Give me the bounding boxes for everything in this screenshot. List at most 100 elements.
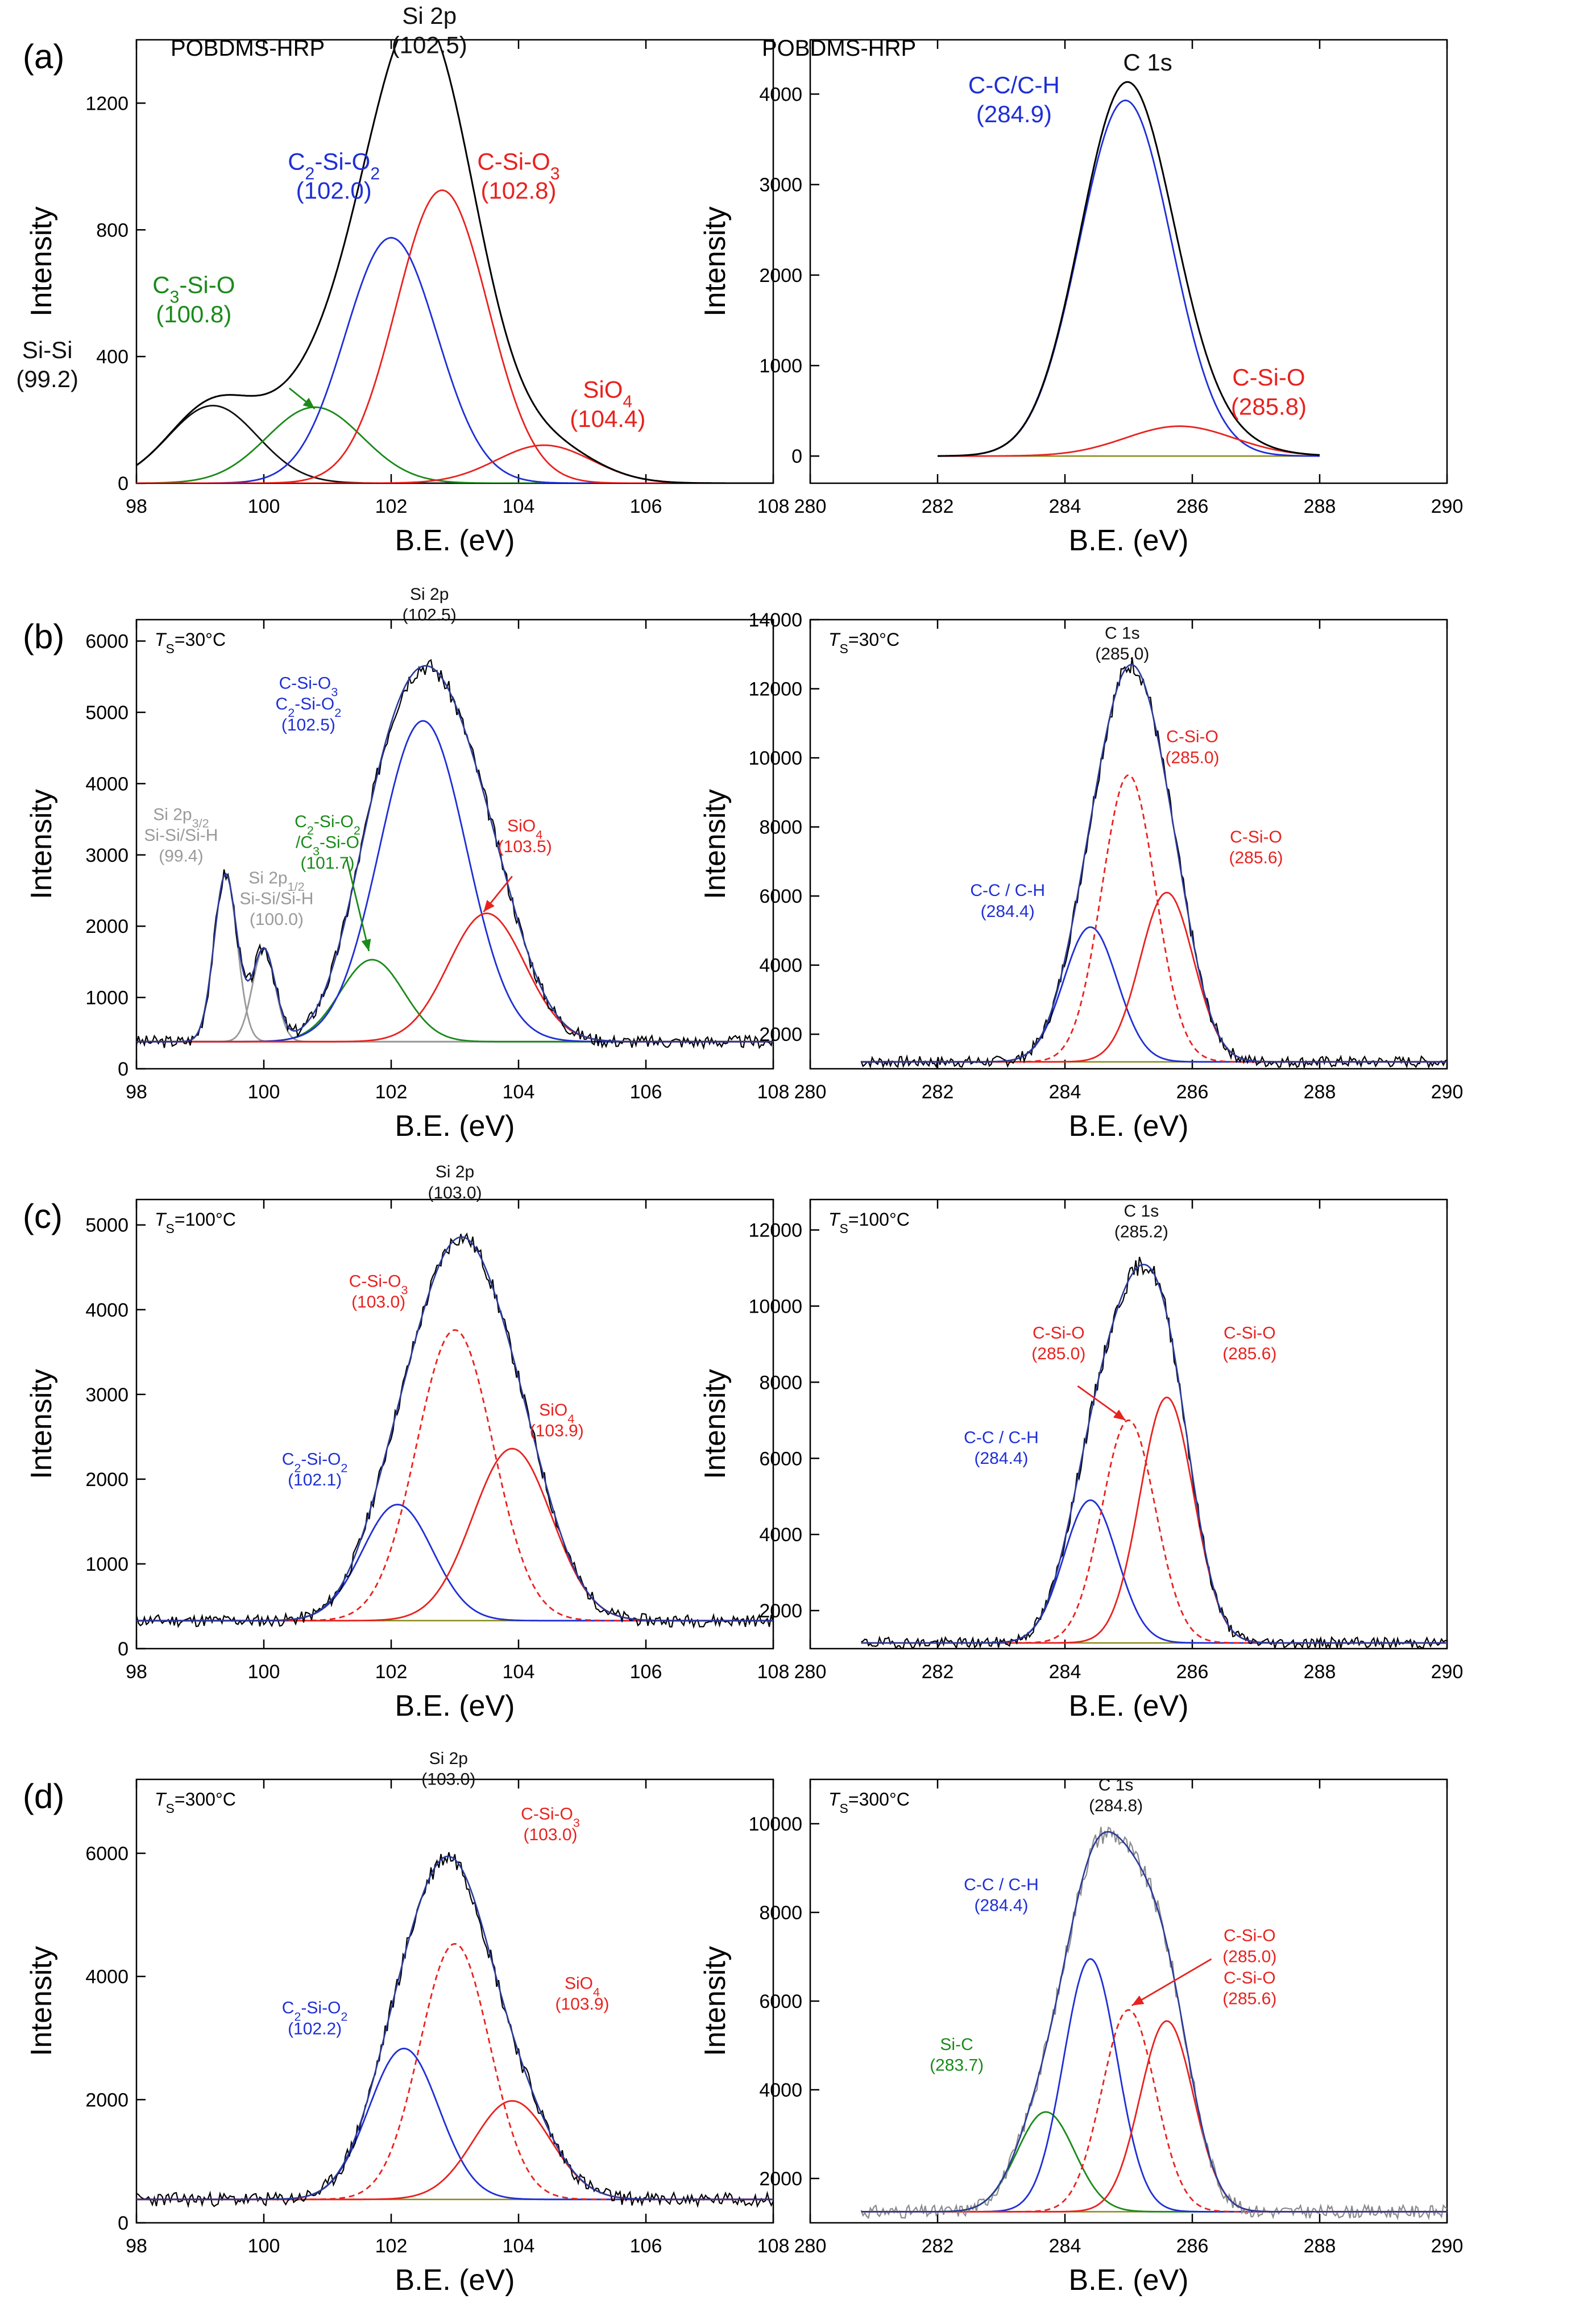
peak-sio4 — [136, 1447, 773, 1622]
y-tick-label: 3000 — [85, 845, 128, 866]
envelope-fit — [938, 81, 1320, 457]
x-tick-label: 102 — [375, 2235, 408, 2257]
peak-c-c-c-h — [861, 1499, 1447, 1644]
peak-sio4 — [136, 912, 773, 1043]
y-tick-label: 14000 — [748, 609, 802, 631]
x-axis-label: B.E. (eV) — [395, 1690, 515, 1723]
y-tick-label: 2000 — [759, 265, 802, 287]
x-tick-label: 284 — [1049, 2235, 1081, 2257]
y-tick-label: 12000 — [748, 1220, 802, 1242]
x-tick-label: 282 — [922, 2235, 954, 2257]
annotation-arrow — [1131, 1958, 1212, 2007]
peak-annotation: (285.6) — [1222, 1989, 1276, 2008]
y-tick-label: 10000 — [748, 1813, 802, 1835]
peak-annotation: (103.0) — [421, 1770, 475, 1789]
y-tick-label: 2000 — [759, 1024, 802, 1045]
plot-area — [860, 1826, 1447, 2221]
peak-si-2p1-2 — [136, 948, 773, 1043]
y-tick-label: 0 — [118, 1638, 128, 1660]
x-tick-label: 108 — [757, 1081, 790, 1103]
x-tick-label: 100 — [248, 1081, 280, 1103]
peak-annotation: (284.9) — [976, 101, 1052, 127]
peak-annotation: SiO4 — [565, 1974, 600, 1999]
peak-annotation: C 1s — [1124, 1202, 1159, 1221]
peak-annotation: (102.0) — [296, 177, 372, 204]
peak-c-c-c-h — [861, 1958, 1447, 2213]
y-tick-label: 6000 — [85, 1843, 128, 1865]
peak-annotation: (102.5) — [281, 716, 335, 734]
peak-annotation: C-C/C-H — [968, 72, 1060, 98]
peak-annotation: (102.8) — [480, 177, 556, 204]
peak-annotation: Si-C — [940, 2035, 973, 2054]
peak-annotation: Si-Si/Si-H — [239, 890, 313, 908]
raw-spectrum — [860, 1826, 1447, 2221]
sample-label: POBDMS-HRP — [171, 36, 325, 61]
peak-annotation: SiO4 — [583, 376, 632, 412]
peak-annotation: C-Si-O — [1230, 828, 1282, 846]
y-tick-label: 4000 — [759, 2080, 802, 2101]
chart-c_si: 98 100 102 104 106 108 0 1000 2000 3000 4000 5000 B.… — [25, 1163, 789, 1723]
y-axis-label: Intensity — [25, 206, 58, 317]
peak-annotation: (100.8) — [156, 301, 231, 327]
peak-annotation: (102.5) — [392, 31, 467, 58]
x-tick-label: 104 — [503, 1081, 535, 1103]
envelope-fit — [861, 663, 1447, 1063]
peak-annotation: Si 2p3/2 — [153, 805, 209, 830]
peak-annotation: C2-Si-O2 — [282, 1999, 348, 2024]
peak-annotation: C-Si-O3 — [521, 1804, 580, 1829]
x-tick-label: 102 — [375, 1081, 408, 1103]
x-tick-label: 284 — [1049, 496, 1081, 517]
peak-annotation: C-Si-O3 — [349, 1272, 408, 1297]
y-tick-label: 4000 — [759, 955, 802, 977]
peak-annotation: C2-Si-O2 — [288, 148, 380, 183]
x-tick-label: 288 — [1304, 1661, 1336, 1683]
peak-annotation: C 1s — [1123, 49, 1172, 76]
peak-annotation: C-C / C-H — [970, 881, 1045, 900]
peak-annotation: (283.7) — [930, 2056, 984, 2074]
y-tick-label: 0 — [118, 1059, 128, 1080]
peak-annotation: Si 2p — [429, 1749, 468, 1768]
sample-label: POBDMS-HRP — [762, 36, 916, 61]
y-tick-label: 10000 — [748, 1296, 802, 1317]
panel-label: (a) — [23, 38, 64, 76]
peak-annotation: (99.2) — [16, 366, 78, 392]
x-tick-label: 288 — [1304, 1081, 1336, 1103]
peak-annotation: (285.0) — [1031, 1344, 1085, 1363]
peak-annotation: (285.2) — [1114, 1223, 1168, 1242]
y-tick-label: 2000 — [759, 1600, 802, 1622]
x-tick-label: 108 — [757, 1661, 790, 1683]
y-tick-label: 10000 — [748, 748, 802, 769]
plot-frame — [809, 619, 1448, 1070]
temperature-label: TS=30°C — [828, 629, 899, 656]
x-tick-label: 280 — [794, 2235, 827, 2257]
peak-c2-si-o2 — [136, 1504, 773, 1622]
x-tick-label: 106 — [630, 2235, 662, 2257]
y-tick-label: 4000 — [85, 1300, 128, 1321]
x-tick-label: 104 — [503, 1661, 535, 1683]
envelope-fit — [861, 1263, 1447, 1644]
x-axis-label: B.E. (eV) — [1069, 2264, 1189, 2297]
envelope-fit — [136, 1856, 773, 2201]
y-tick-label: 5000 — [85, 1215, 128, 1236]
x-tick-label: 280 — [794, 1081, 827, 1103]
x-tick-label: 104 — [503, 496, 535, 517]
y-axis-label: Intensity — [699, 789, 732, 899]
peak-annotation: Si 2p1/2 — [248, 869, 304, 894]
peak-annotation: (104.4) — [570, 405, 645, 432]
peak-c2-si-o2-c3-si-o — [136, 958, 773, 1043]
peak-annotation: C-Si-O — [1232, 364, 1305, 391]
peak-annotation: (285.6) — [1222, 1344, 1276, 1363]
peak-c-si-o — [861, 1396, 1447, 1644]
peak-annotation: (103.0) — [351, 1293, 405, 1312]
peak-annotation: (99.4) — [159, 847, 203, 866]
chart-b_c: 280 282 284 286 288 290 2000 4000 6000 8000 10000 1… — [699, 609, 1463, 1143]
x-axis-label: B.E. (eV) — [1069, 1690, 1189, 1723]
y-tick-label: 2000 — [759, 2168, 802, 2190]
raw-spectrum — [136, 1232, 773, 1629]
peak-annotation: Si 2p — [402, 2, 457, 29]
x-tick-label: 100 — [248, 2235, 280, 2257]
peak-annotation: C-Si-O3 — [279, 674, 338, 699]
peak-annotation: (285.8) — [1231, 393, 1307, 420]
peak-annotation: C-Si-O3 — [477, 148, 559, 183]
